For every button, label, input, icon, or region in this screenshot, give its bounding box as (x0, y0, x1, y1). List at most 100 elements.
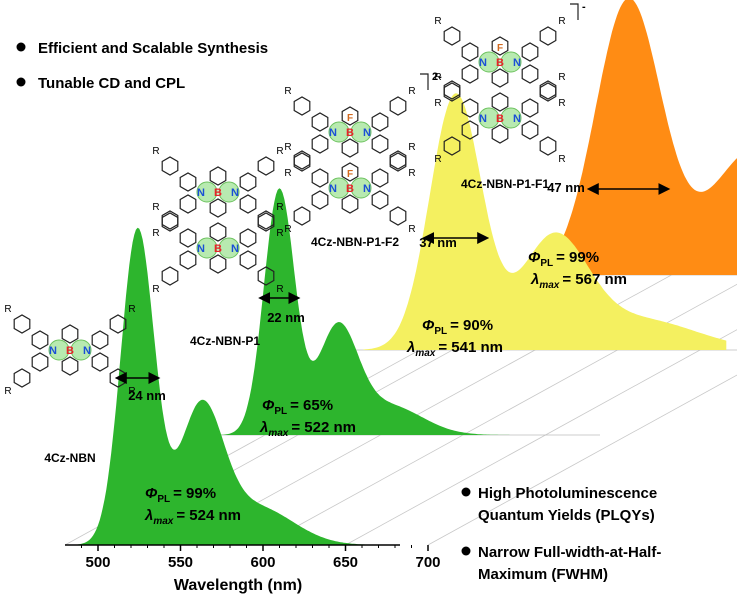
r-group: R (276, 284, 283, 295)
benzene-ring (371, 168, 389, 188)
lambda-max-label: λmax = 524 nm (144, 507, 241, 527)
bullet-text: Maximum (FWHM) (478, 566, 608, 583)
fwhm-label: 37 nm (419, 235, 457, 250)
boron-atom: B (496, 57, 504, 69)
benzene-ring (539, 82, 557, 102)
benzene-ring (161, 156, 179, 176)
benzene-ring (209, 222, 227, 242)
bullet-text: Tunable CD and CPL (38, 75, 185, 92)
benzene-ring (389, 96, 407, 116)
r-group: R (128, 386, 135, 397)
highlight-ring (218, 181, 240, 203)
benzene-ring (389, 152, 407, 172)
benzene-ring (161, 266, 179, 286)
spectra-layer (73, 0, 737, 546)
bullet-dot (16, 42, 26, 52)
r-group: R (152, 228, 159, 239)
boron-atom: B (496, 113, 504, 125)
benzene-ring (311, 168, 329, 188)
depth-grid-line (427, 374, 737, 546)
benzene-ring (311, 112, 329, 132)
r-group: R (284, 168, 291, 179)
nitrogen-atom: N (231, 243, 239, 255)
benzene-ring (31, 352, 49, 372)
benzene-ring (521, 120, 539, 140)
charge-label: - (582, 1, 586, 13)
boron-atom: B (66, 345, 74, 357)
r-group: R (408, 224, 415, 235)
depth-grid-line (262, 283, 737, 546)
r-group: R (558, 154, 565, 165)
benzene-ring (293, 206, 311, 226)
benzene-ring (91, 352, 109, 372)
fwhm-label: 24 nm (128, 388, 166, 403)
benzene-ring (161, 212, 179, 232)
benzene-ring (521, 98, 539, 118)
benzene-ring (443, 80, 461, 100)
molecule-name: 4Cz-NBN-P1-F2 (311, 235, 399, 249)
bullet-text: Efficient and Scalable Synthesis (38, 40, 268, 57)
benzene-ring (341, 138, 359, 158)
bullet-text: High Photoluminescence (478, 485, 657, 502)
molecule-name: 4Cz-NBN-P1 (190, 334, 260, 348)
benzene-ring (491, 68, 509, 88)
highlight-ring (48, 339, 70, 361)
benzene-ring (539, 80, 557, 100)
spectrum-4 (493, 0, 737, 275)
plqy-label: ΦPL = 99% (528, 249, 599, 269)
x-tick-label: 700 (415, 554, 440, 571)
highlight-ring (500, 51, 522, 73)
benzene-ring (461, 98, 479, 118)
nitrogen-atom: N (363, 127, 371, 139)
highlight-ring (478, 51, 500, 73)
x-ticks: 500 550 600 650 700 (81, 545, 441, 571)
benzene-ring (209, 166, 227, 186)
highlight-ring (500, 107, 522, 129)
benzene-ring (31, 330, 49, 350)
benzene-ring (461, 120, 479, 140)
r-group: R (408, 142, 415, 153)
benzene-ring (239, 250, 257, 270)
r-group: R (276, 228, 283, 239)
r-group: R (434, 72, 441, 83)
r-group: R (4, 386, 11, 397)
benzene-ring (239, 172, 257, 192)
r-group: R (434, 154, 441, 165)
benzene-ring (161, 210, 179, 230)
bottom-bullets: High Photoluminescence Quantum Yields (P… (461, 485, 661, 583)
nitrogen-atom: N (479, 57, 487, 69)
nitrogen-atom: N (49, 345, 57, 357)
r-group: R (276, 202, 283, 213)
charge-bracket: - (570, 1, 586, 20)
benzene-ring (293, 150, 311, 170)
x-tick-label: 600 (250, 554, 275, 571)
plqy-label: ΦPL = 65% (262, 397, 333, 417)
benzene-ring (491, 36, 509, 56)
r-group: R (4, 304, 11, 315)
molecule-0: N NB R R R R 4Cz-NBN (4, 304, 135, 465)
r-group: R (128, 304, 135, 315)
benzene-ring (389, 206, 407, 226)
boron-atom: B (214, 187, 222, 199)
depth-grid-line (345, 329, 737, 546)
benzene-ring (491, 124, 509, 144)
benzene-ring (257, 212, 275, 232)
benzene-ring (209, 254, 227, 274)
spectrum-3 (363, 93, 727, 350)
lambda-max-label: λmax = 522 nm (259, 419, 356, 439)
nitrogen-atom: N (363, 183, 371, 195)
r-group: R (408, 86, 415, 97)
spectrum-2 (218, 188, 582, 435)
benzene-ring (371, 134, 389, 154)
r-group: R (152, 146, 159, 157)
spectrum-1 (73, 227, 437, 546)
charge-label: 2- (432, 71, 442, 83)
nitrogen-atom: N (231, 187, 239, 199)
benzene-ring (539, 136, 557, 156)
benzene-ring (461, 64, 479, 84)
benzene-ring (13, 314, 31, 334)
benzene-ring (371, 190, 389, 210)
benzene-ring (179, 172, 197, 192)
benzene-ring (389, 150, 407, 170)
